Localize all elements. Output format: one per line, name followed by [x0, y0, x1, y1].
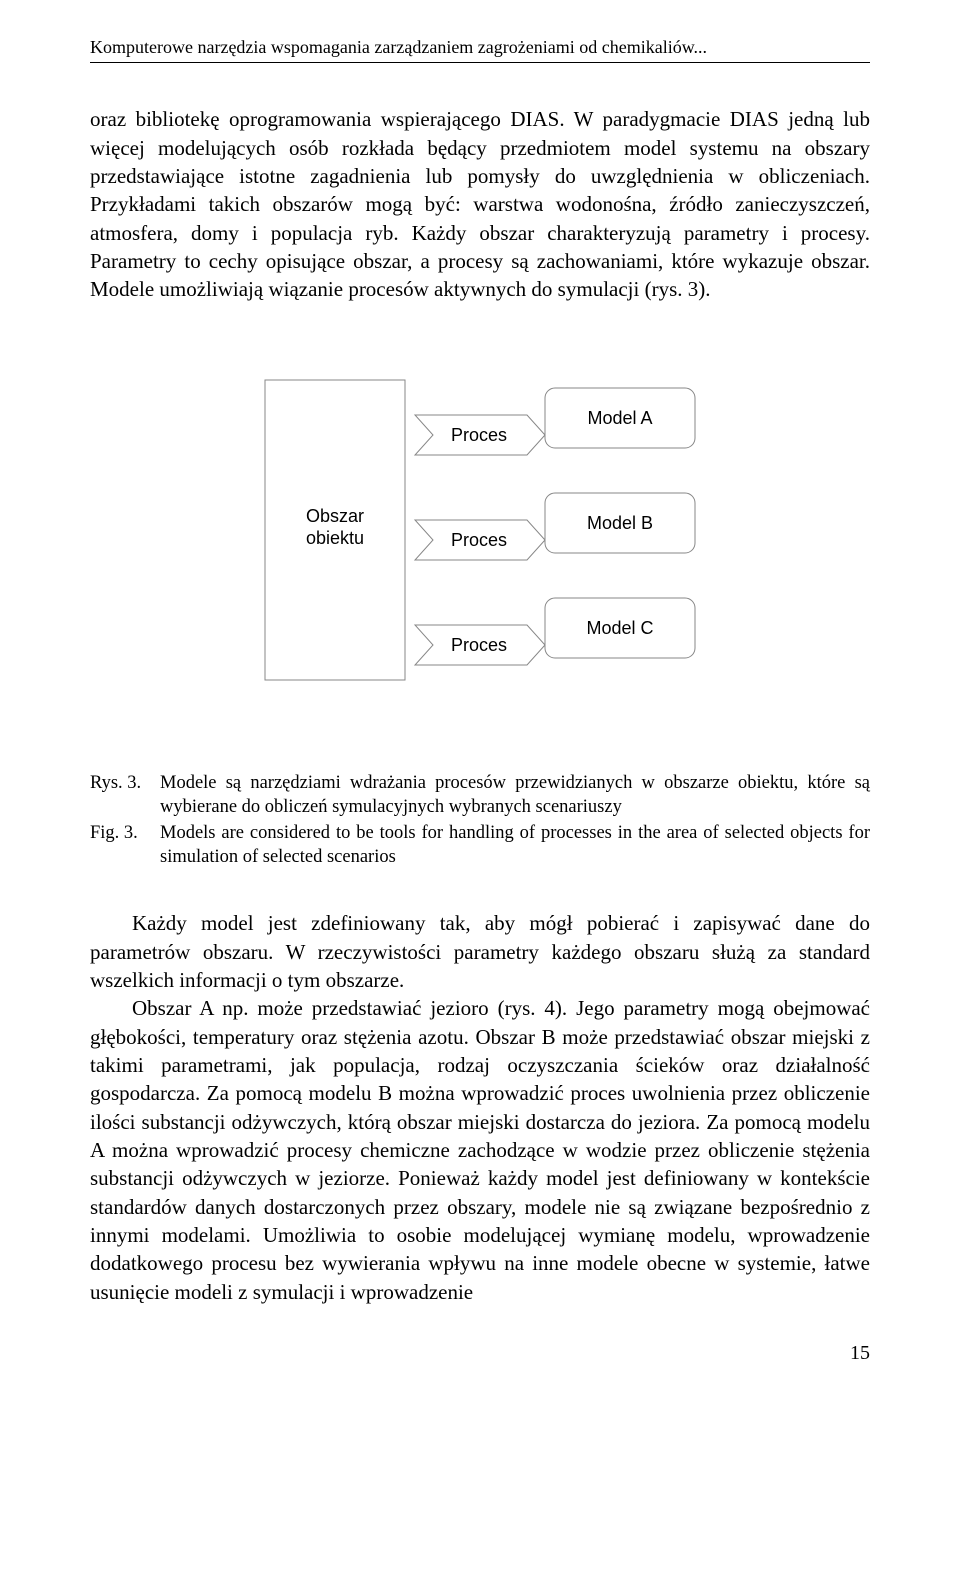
caption-en: Fig. 3. Models are considered to be tool…	[90, 821, 870, 869]
svg-text:Model A: Model A	[587, 408, 652, 428]
svg-text:Model B: Model B	[587, 513, 653, 533]
paragraph-2a: Każdy model jest zdefiniowany tak, aby m…	[90, 909, 870, 994]
diagram-svg: Obszarobiektu Proces Proces Proces Model A Mo…	[225, 340, 735, 720]
page-number: 15	[90, 1340, 870, 1367]
svg-text:Obszar: Obszar	[306, 506, 364, 526]
svg-text:Proces: Proces	[451, 530, 507, 550]
svg-text:Proces: Proces	[451, 425, 507, 445]
figure-3: Obszarobiektu Proces Proces Proces Model A Mo…	[90, 340, 870, 727]
paragraph-1: oraz bibliotekę oprogramowania wspierają…	[90, 105, 870, 303]
svg-text:Proces: Proces	[451, 635, 507, 655]
running-head: Komputerowe narzędzia wspomagania zarząd…	[90, 35, 870, 63]
svg-text:Model C: Model C	[586, 618, 653, 638]
caption-en-tag: Fig. 3.	[90, 821, 160, 869]
caption-en-text: Models are considered to be tools for ha…	[160, 821, 870, 869]
svg-text:obiektu: obiektu	[306, 528, 364, 548]
caption-pl: Rys. 3. Modele są narzędziami wdrażania …	[90, 771, 870, 819]
caption-pl-text: Modele są narzędziami wdrażania procesów…	[160, 771, 870, 819]
caption-pl-tag: Rys. 3.	[90, 771, 160, 819]
paragraph-2b: Obszar A np. może przedstawiać jezioro (…	[90, 994, 870, 1306]
